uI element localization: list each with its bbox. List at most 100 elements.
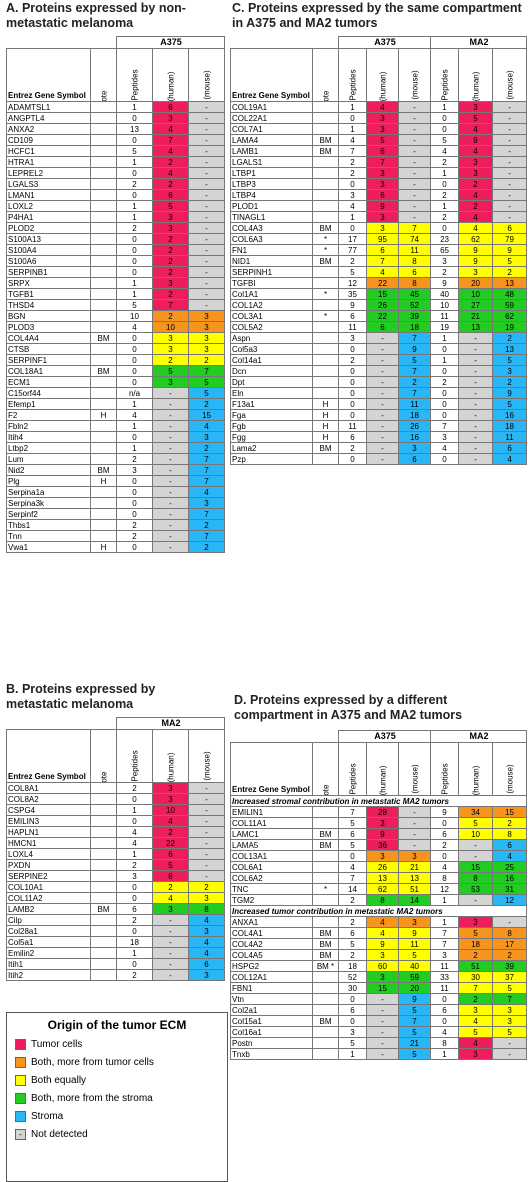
note-cell [90,870,117,882]
tumor-cell: - [152,541,189,553]
shared-peptides-cell: 2 [116,969,153,981]
tumor-cell: - [366,1048,399,1060]
stroma-cell: 4 [187,936,226,948]
shared-peptides-cell: 0 [116,266,153,278]
tumor-cell: 4 [458,145,494,157]
shared-peptides-cell: 9 [338,299,367,311]
table-row: LAMB1 BM 7 6-4 4- [230,145,528,157]
stroma-cell: 11 [397,938,432,950]
stroma-cell: - [187,870,226,882]
shared-peptides-cell: 0 [116,233,153,245]
stroma-cell: 7 [187,365,226,377]
gene-symbol: LAMB2 [6,903,91,915]
gene-symbol: Serpina1a [6,486,91,498]
shared-peptides-cell: 0 [338,850,367,862]
shared-peptides-cell: 0 [338,365,367,377]
tumor-cell: 3 [458,266,494,278]
tumor-cell: 4 [152,892,189,904]
tumor-cell: 9 [458,255,494,267]
stroma-cell: 7 [397,332,432,344]
tumor-cell: 3 [152,343,189,355]
tumor-cell: 2 [152,354,189,366]
note-cell [90,156,117,168]
note-cell [312,211,339,223]
gene-symbol: Fga [230,409,313,421]
tumor-cell: 3 [458,1004,494,1016]
tumor-cell: 10 [152,321,189,333]
gene-symbol: Fgb [230,420,313,432]
shared-peptides-cell: 0 [430,453,460,465]
shared-peptides-cell: 0 [116,793,153,805]
column-header: Note [90,729,117,783]
note-cell [90,958,117,970]
note-cell [90,233,117,245]
gene-symbol: S100A13 [6,233,91,245]
tumor-cell: - [152,442,189,454]
legend-label: Not detected [31,1128,88,1140]
gene-symbol: PLOD3 [6,321,91,333]
tumor-cell: 4 [152,123,189,135]
stroma-cell: 4 [187,914,226,926]
table-row: COL4A3 BM 0 3 7 0 4 6 [230,222,528,234]
shared-peptides-cell: 0 [430,222,460,234]
gene-symbol: CSPG4 [6,804,91,816]
stroma-cell: - [187,288,226,300]
stroma-cell: - [397,134,432,146]
stroma-cell: 3 [397,850,432,862]
section-c-title: C. Proteins expressed by the same compar… [232,1,522,30]
tumor-cell: 6 [152,848,189,860]
stroma-cell: - [187,244,226,256]
shared-peptides-cell: 1 [430,1048,460,1060]
note-cell [312,1026,339,1038]
table-row: Col5a3 0-9 0-13 [230,343,528,355]
tumor-cell: - [366,420,399,432]
stroma-cell: 59 [492,299,528,311]
stroma-cell: 3 [187,332,226,344]
stroma-cell: - [397,817,432,829]
column-header-text: Tumor (human) [166,71,175,102]
table-row: COL4A4 BM 0 3 3 [6,332,226,344]
table-row: COL11A2 0 4 3 [6,892,226,904]
stroma-cell: - [397,167,432,179]
shared-peptides-cell: 6 [116,903,153,915]
group-header-row: A375 [7,36,226,49]
stroma-cell: 2 [187,442,226,454]
header-blank [231,37,339,49]
stroma-cell: - [187,299,226,311]
column-header-text: Tumor (human) [378,765,387,796]
shared-peptides-cell: 7 [430,938,460,950]
tumor-cell: 9 [366,938,399,950]
stroma-cell: - [187,804,226,816]
note-cell [90,453,117,465]
group-header-row: MA2 [7,717,226,730]
stroma-cell: - [187,266,226,278]
tumor-cell: 4 [458,222,494,234]
shared-peptides-cell: 0 [338,993,367,1005]
shared-peptides-cell: 0 [116,431,153,443]
tumor-cell: 3 [366,211,399,223]
stroma-cell: 8 [492,927,528,939]
shared-peptides-cell: 4 [116,321,153,333]
gene-symbol: LAMC1 [230,828,313,840]
note-cell [90,431,117,443]
shared-peptides-cell: 40 [430,288,460,300]
gene-symbol: COL7A1 [230,123,313,135]
stroma-cell: 52 [397,299,432,311]
column-header-text: Note [99,90,108,102]
tumor-cell: 2 [152,156,189,168]
tumor-cell: 2 [458,993,494,1005]
gene-symbol: Dpt [230,376,313,388]
table-row: Col28a1 0-3 [6,925,226,937]
tumor-cell: 34 [458,806,494,818]
note-cell [90,244,117,256]
column-header-text: Tumor (human) [471,71,481,102]
table-row: COL13A1 0 3 3 0-4 [230,850,528,862]
note-cell: BM [312,949,339,961]
stroma-cell: 2 [187,354,226,366]
note-cell: BM [90,903,117,915]
shared-peptides-cell: 1 [116,398,153,410]
table-row: Itih2 2-3 [6,969,226,981]
stroma-cell: - [187,233,226,245]
shared-peptides-cell: 6 [338,1004,367,1016]
table-row: ANXA2 13 4- [6,123,226,135]
